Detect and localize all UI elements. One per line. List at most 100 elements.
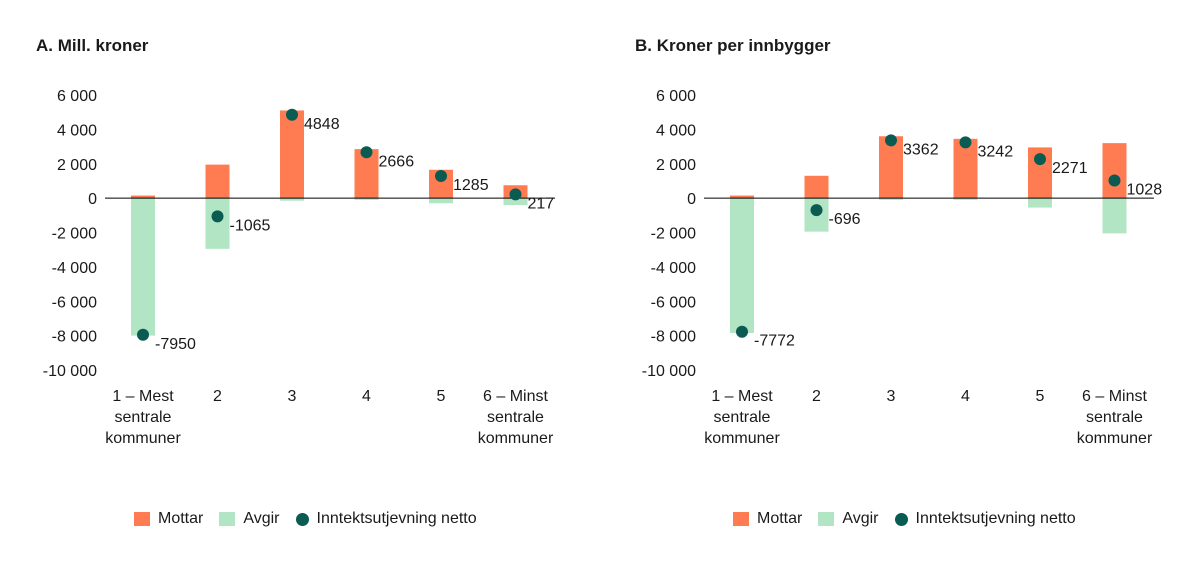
bar-mottar	[1102, 143, 1127, 199]
net-point	[435, 170, 447, 183]
panel-a: A. Mill. kroner 6 000 4 000 2 000 0 -2 000 -4…	[36, 36, 555, 528]
y-tick-label: -4 000	[651, 260, 696, 277]
legend-label-netto: Inntektsutjevning netto	[915, 510, 1076, 527]
bar-mottar	[280, 110, 304, 199]
net-point	[509, 188, 522, 201]
y-tick-label: 2 000	[656, 157, 696, 174]
data-label: 2271	[1052, 160, 1088, 177]
bar-avgir	[879, 198, 903, 200]
bar-avgir	[503, 198, 528, 205]
bar-mottar	[953, 138, 978, 199]
bar-mottar	[131, 195, 155, 199]
x-tick-label: 4	[362, 388, 371, 405]
x-tick-label: kommuner	[105, 430, 181, 447]
net-point	[736, 325, 748, 338]
net-point	[211, 210, 224, 223]
net-point	[286, 108, 298, 121]
bar-mottar	[205, 164, 230, 199]
legend-label-mottar: Mottar	[158, 510, 204, 527]
data-label: 217	[528, 195, 555, 212]
x-tick-label: 6 – Minst	[1082, 388, 1147, 405]
data-label: 2666	[379, 153, 415, 170]
data-label: 4848	[304, 116, 340, 133]
data-label: 3242	[978, 143, 1014, 160]
y-tick-label: 4 000	[57, 122, 97, 139]
x-tick-label: kommuner	[704, 430, 780, 447]
x-tick-label: 5	[437, 388, 446, 405]
y-tick-label: 0	[687, 191, 696, 208]
legend-label-avgir: Avgir	[842, 510, 879, 527]
x-tick-label: 4	[961, 388, 970, 405]
legend-swatch-avgir	[818, 512, 835, 526]
data-label: 3362	[903, 141, 939, 158]
x-tick-label: 1 – Mest	[112, 388, 174, 405]
legend-item-avgir: Avgir	[818, 510, 879, 528]
data-label: 1285	[453, 177, 489, 194]
data-label: 1028	[1127, 181, 1163, 198]
y-tick-label: 6 000	[656, 88, 696, 105]
y-tick-label: -8 000	[52, 329, 97, 346]
net-point	[885, 134, 897, 147]
x-tick-label: 5	[1036, 388, 1045, 405]
legend-swatch-mottar	[733, 512, 749, 526]
bar-avgir	[730, 198, 754, 334]
legend: Mottar Avgir Inntektsutjevning netto	[134, 510, 493, 528]
bar-avgir	[429, 198, 453, 204]
bar-avgir	[205, 198, 230, 249]
y-tick-label: -10 000	[642, 363, 696, 380]
y-tick-label: -8 000	[651, 329, 696, 346]
legend: Mottar Avgir Inntektsutjevning netto	[733, 510, 1092, 528]
x-tick-label: kommuner	[1077, 430, 1153, 447]
legend-item-mottar: Mottar	[733, 510, 802, 528]
legend-swatch-mottar	[134, 512, 150, 526]
bar-avgir	[953, 198, 978, 200]
chart-title: B. Kroner per innbygger	[635, 36, 831, 55]
bar-mottar	[879, 136, 903, 199]
panel-b: B. Kroner per innbygger 6 000 4 000 2 000 0…	[599, 0, 1198, 568]
legend-item-netto: Inntektsutjevning netto	[894, 510, 1076, 528]
net-point	[959, 136, 972, 149]
x-tick-label: sentrale	[115, 409, 172, 426]
y-tick-label: -10 000	[43, 363, 97, 380]
legend-swatch-avgir	[219, 512, 236, 526]
data-label: -7950	[155, 336, 196, 353]
net-point	[810, 204, 823, 217]
legend-label-netto: Inntektsutjevning netto	[316, 510, 477, 527]
x-tick-label: 2	[812, 388, 821, 405]
x-tick-label: sentrale	[1086, 409, 1143, 426]
x-tick-label: 1 – Mest	[711, 388, 773, 405]
bar-mottar	[804, 175, 829, 199]
legend-item-mottar: Mottar	[134, 510, 203, 528]
y-tick-label: -4 000	[52, 260, 97, 277]
data-label: -7772	[754, 333, 795, 350]
bar-avgir	[1028, 198, 1052, 208]
net-point	[360, 146, 373, 159]
x-tick-label: 3	[288, 388, 297, 405]
data-label: -1065	[230, 217, 271, 234]
bar-avgir	[131, 198, 155, 336]
y-tick-label: 2 000	[57, 157, 97, 174]
legend-label-avgir: Avgir	[243, 510, 280, 527]
bar-avgir	[1102, 198, 1127, 234]
bar-mottar	[730, 195, 754, 199]
chart-plot: 6 000 4 000 2 000 0 -2 000 -4 000 -6 000 -8 000…	[642, 88, 1163, 447]
y-tick-label: 6 000	[57, 88, 97, 105]
chart-title: A. Mill. kroner	[36, 36, 149, 55]
chart-plot: 6 000 4 000 2 000 0 -2 000 -4 000 -6 000 -8 000…	[43, 88, 555, 447]
y-tick-label: -2 000	[52, 226, 97, 243]
x-tick-label: 6 – Minst	[483, 388, 548, 405]
y-tick-label: 4 000	[656, 122, 696, 139]
legend-marker-netto	[295, 512, 309, 526]
legend-marker-netto	[894, 512, 908, 526]
net-point	[137, 328, 149, 341]
net-point	[1034, 153, 1046, 166]
bar-avgir	[280, 198, 304, 201]
y-tick-label: -6 000	[52, 294, 97, 311]
x-tick-label: sentrale	[487, 409, 544, 426]
y-tick-label: -2 000	[651, 226, 696, 243]
y-tick-label: 0	[88, 191, 97, 208]
x-tick-label: 3	[887, 388, 896, 405]
x-tick-label: kommuner	[478, 430, 554, 447]
net-point	[1108, 174, 1121, 187]
x-tick-label: sentrale	[714, 409, 771, 426]
